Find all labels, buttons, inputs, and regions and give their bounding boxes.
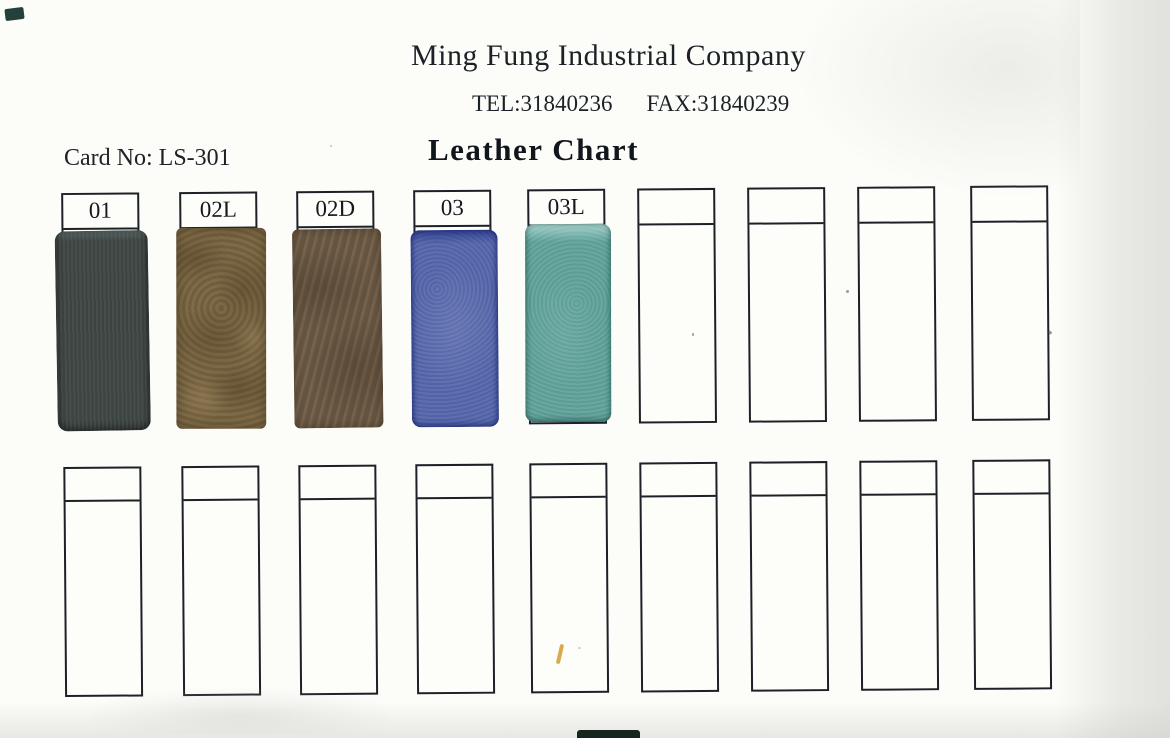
sample-box: 03 — [410, 189, 500, 428]
contact-line: TEL:31840236 FAX:31840239 — [472, 91, 789, 117]
scan-speck — [692, 333, 694, 336]
sample-label: 03L — [529, 190, 604, 227]
swatch-row-1: 01 02L 02D 03 03L — [0, 184, 1170, 432]
sample-box — [970, 185, 1050, 421]
sample-box — [181, 465, 262, 697]
sample-label: 03 — [415, 191, 490, 228]
sample-box — [415, 463, 496, 695]
scan-shading-top-right — [790, 0, 1080, 200]
sample-box — [859, 460, 940, 691]
sample-label — [974, 461, 1049, 495]
sample-label — [641, 463, 716, 498]
leather-swatch — [291, 228, 384, 429]
sample-box: 02D — [291, 190, 384, 429]
sample-label: 02L — [181, 193, 256, 230]
swatch-row-2 — [1, 458, 1170, 698]
scan-shading-right — [1055, 0, 1170, 738]
tel-number: TEL:31840236 — [472, 91, 613, 116]
sample-label — [639, 189, 714, 226]
sample-label: 02D — [298, 192, 373, 229]
sample-box — [637, 187, 717, 424]
sample-box — [63, 466, 144, 698]
scan-speck — [578, 647, 581, 649]
sample-label — [531, 464, 606, 499]
card-number: Card No: LS-301 — [64, 145, 231, 171]
leather-swatch — [525, 224, 612, 423]
scan-speck — [330, 145, 332, 147]
sample-box — [857, 186, 937, 422]
sample-label — [861, 462, 936, 496]
sample-label — [417, 465, 492, 500]
sample-box: 03L — [525, 188, 612, 425]
sample-label — [300, 466, 375, 501]
page-title: Leather Chart — [428, 132, 639, 167]
sample-label — [65, 468, 140, 503]
sample-box — [298, 464, 379, 696]
leather-swatch — [54, 229, 151, 432]
sample-label — [751, 463, 826, 497]
sample-box: 02L — [176, 191, 267, 429]
scan-artifact-bottom — [577, 730, 640, 738]
leather-swatch — [410, 229, 500, 428]
sample-box — [749, 461, 830, 692]
company-name: Ming Fung Industrial Company — [411, 39, 806, 72]
fax-number: FAX:31840239 — [646, 91, 790, 116]
scan-smudge — [90, 688, 390, 734]
sample-box: 01 — [54, 192, 151, 432]
sample-box — [529, 462, 610, 694]
sample-box — [747, 187, 827, 423]
sample-box — [972, 459, 1053, 690]
sample-box — [639, 461, 720, 693]
scan-artifact-corner — [4, 6, 25, 22]
leather-swatch — [176, 227, 267, 429]
scan-speck — [846, 290, 849, 293]
sample-label — [183, 467, 258, 502]
sample-label: 01 — [63, 194, 138, 231]
